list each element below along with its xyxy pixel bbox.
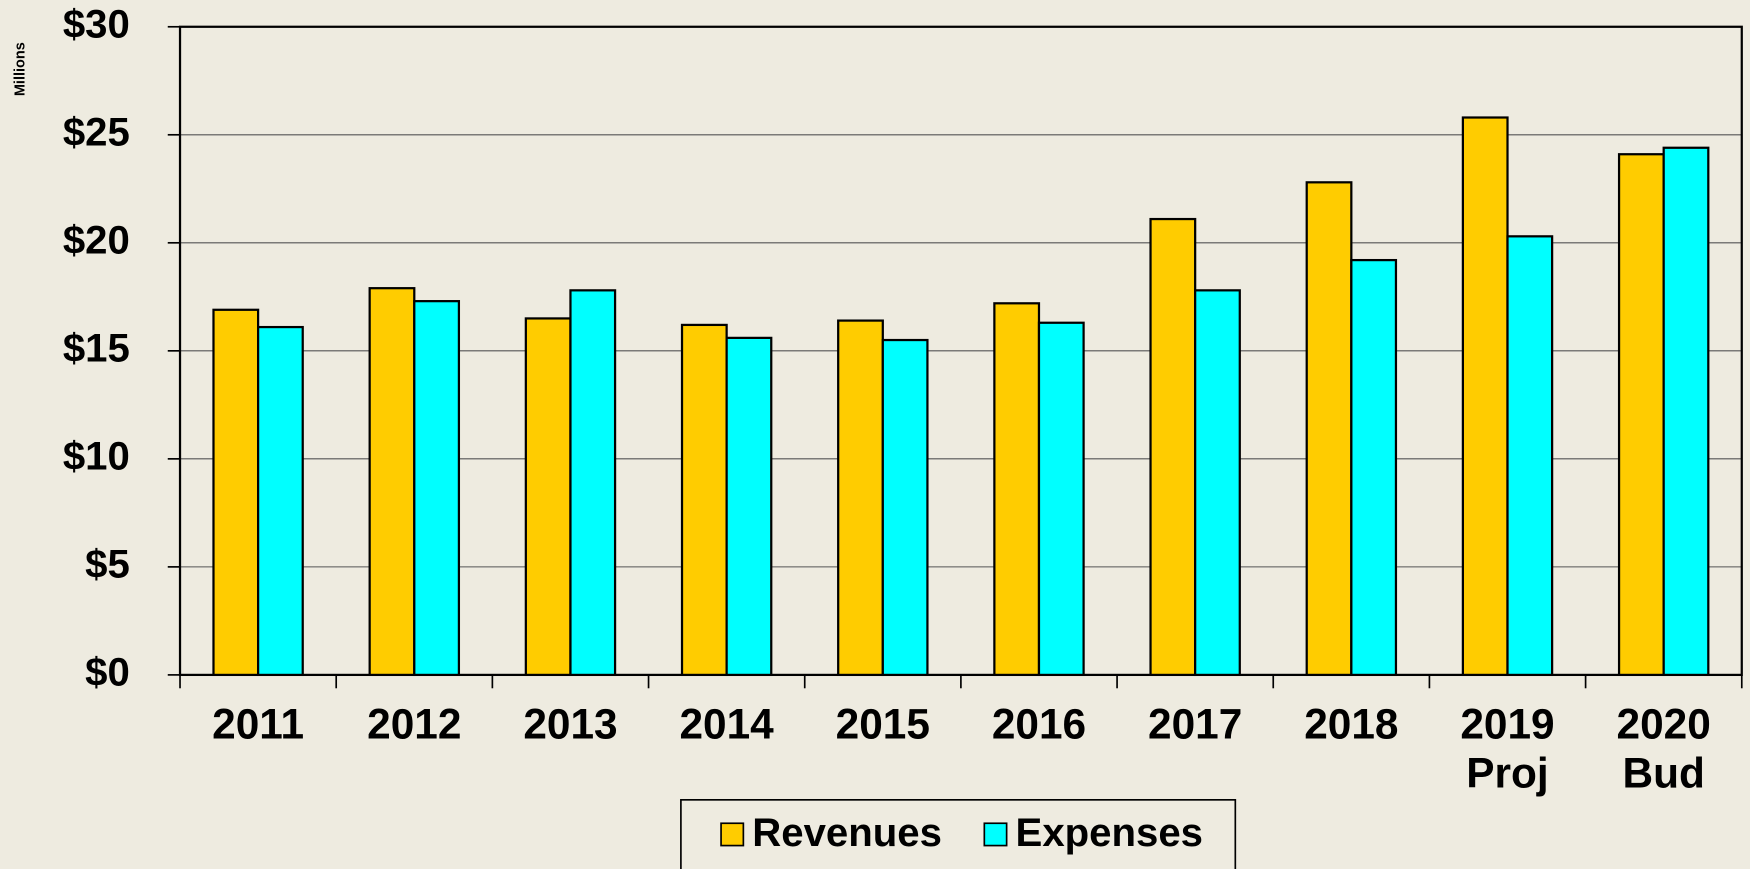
bar	[1617, 153, 1665, 677]
y-tick-label: $5	[85, 541, 130, 586]
y-axis-label: Millions	[12, 42, 28, 96]
bar	[524, 317, 572, 677]
bar	[881, 338, 929, 677]
bar	[1662, 146, 1710, 677]
legend-swatch	[720, 822, 745, 847]
x-tick-label: 2016	[992, 701, 1086, 748]
x-tick-label: 2020 Bud	[1617, 701, 1711, 797]
bar	[993, 302, 1041, 677]
x-tick-label: 2015	[836, 701, 930, 748]
y-tick-label: $10	[63, 433, 130, 478]
y-tick-label: $0	[85, 650, 130, 695]
bar	[413, 300, 461, 677]
x-tick-label: 2017	[1148, 701, 1242, 748]
bar	[256, 325, 304, 677]
x-tick-label: 2018	[1304, 701, 1398, 748]
x-tick-label: 2012	[367, 701, 461, 748]
y-tick-label: $20	[63, 217, 130, 262]
x-tick-line: Bud	[1622, 750, 1704, 797]
x-tick-label: 2019 Proj	[1460, 701, 1554, 797]
bar	[1461, 116, 1509, 677]
x-tick-label: 2013	[523, 701, 617, 748]
legend-box	[680, 799, 1237, 869]
bar	[368, 287, 416, 677]
bar	[569, 289, 617, 677]
bar	[680, 323, 728, 677]
legend-label: Revenues	[752, 810, 942, 855]
x-tick-label: 2014	[679, 701, 774, 748]
y-tick-label: $15	[63, 325, 130, 370]
y-tick-label: $30	[63, 1, 130, 46]
bar	[1350, 258, 1398, 677]
bar	[837, 319, 884, 677]
legend-swatch	[983, 822, 1008, 847]
x-tick-label: 2011	[212, 701, 304, 748]
bar	[1149, 217, 1197, 677]
bar	[1305, 181, 1353, 677]
bar	[1037, 321, 1085, 677]
y-tick-label: $25	[63, 109, 130, 154]
bar	[1194, 289, 1241, 677]
x-tick-line: 2020	[1617, 701, 1711, 748]
bar	[1506, 235, 1554, 677]
x-tick-line: Proj	[1466, 750, 1548, 797]
bar	[725, 336, 773, 677]
legend-label: Expenses	[1016, 810, 1203, 855]
x-tick-line: 2019	[1460, 701, 1554, 748]
bar	[212, 308, 260, 677]
